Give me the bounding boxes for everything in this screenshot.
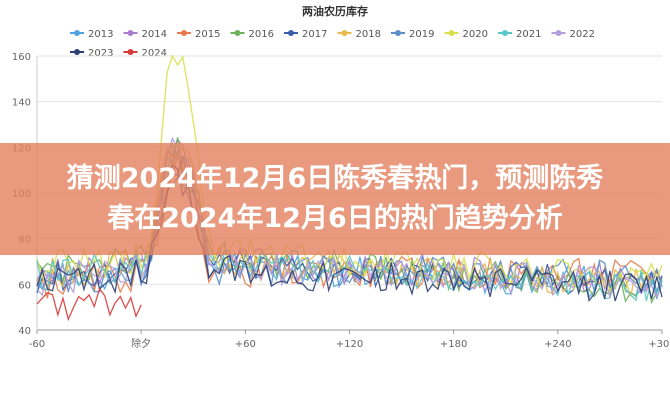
y-tick-label: 140 [12, 98, 31, 109]
legend-marker-2023 [74, 49, 80, 55]
legend-label-2023: 2023 [88, 48, 113, 59]
y-tick-label: 160 [12, 52, 31, 63]
series-line-2021 [36, 141, 663, 302]
legend-label-2016: 2016 [249, 29, 274, 40]
x-tick-label: +240 [544, 339, 571, 350]
legend-marker-2016 [234, 30, 241, 36]
headline-line-2: 春在2024年12月6日的热门趋势分析 [107, 203, 563, 234]
legend-marker-2018 [341, 30, 348, 36]
x-tick-label: +120 [336, 339, 363, 350]
legend-label-2019: 2019 [409, 29, 434, 40]
legend-marker-2022 [555, 30, 562, 36]
legend-marker-2013 [74, 30, 80, 36]
x-tick-label: 除夕 [131, 337, 151, 350]
series-line-2019 [36, 176, 663, 293]
x-tick-label: +60 [235, 339, 256, 350]
legend-marker-2019 [395, 30, 401, 36]
legend-label-2020: 2020 [463, 29, 488, 40]
x-tick-label: -60 [29, 339, 45, 350]
legend-label-2018: 2018 [356, 29, 381, 40]
legend-label-2024: 2024 [142, 48, 167, 59]
x-tick-label: +180 [440, 339, 467, 350]
headline-banner: 猜测2024年12月6日陈秀春热门，预测陈秀 春在2024年12月6日的热门趋势… [0, 143, 670, 255]
y-tick-label: 40 [18, 326, 31, 337]
legend-marker-2024 [127, 49, 134, 55]
series-line-2020 [36, 54, 663, 293]
legend-label-2015: 2015 [195, 29, 220, 40]
series-line-2024 [36, 287, 142, 322]
y-tick-label: 60 [18, 280, 31, 291]
series-line-2023 [36, 163, 663, 302]
legend-label-2013: 2013 [88, 29, 113, 40]
legend-label-2017: 2017 [302, 29, 327, 40]
legend-marker-2021 [502, 30, 508, 36]
chart-title: 两油农历库存 [302, 4, 368, 18]
series-line-2015 [36, 151, 663, 299]
legend-label-2014: 2014 [142, 29, 167, 40]
headline-line-1: 猜测2024年12月6日陈秀春热门，预测陈秀 [66, 163, 604, 194]
legend-marker-2015 [181, 30, 187, 36]
legend-marker-2014 [127, 30, 134, 36]
legend-marker-2020 [448, 30, 455, 36]
legend-marker-2017 [288, 30, 294, 36]
legend-label-2022: 2022 [570, 29, 595, 40]
legend-label-2021: 2021 [516, 29, 541, 40]
x-tick-label: +300 [648, 339, 670, 350]
